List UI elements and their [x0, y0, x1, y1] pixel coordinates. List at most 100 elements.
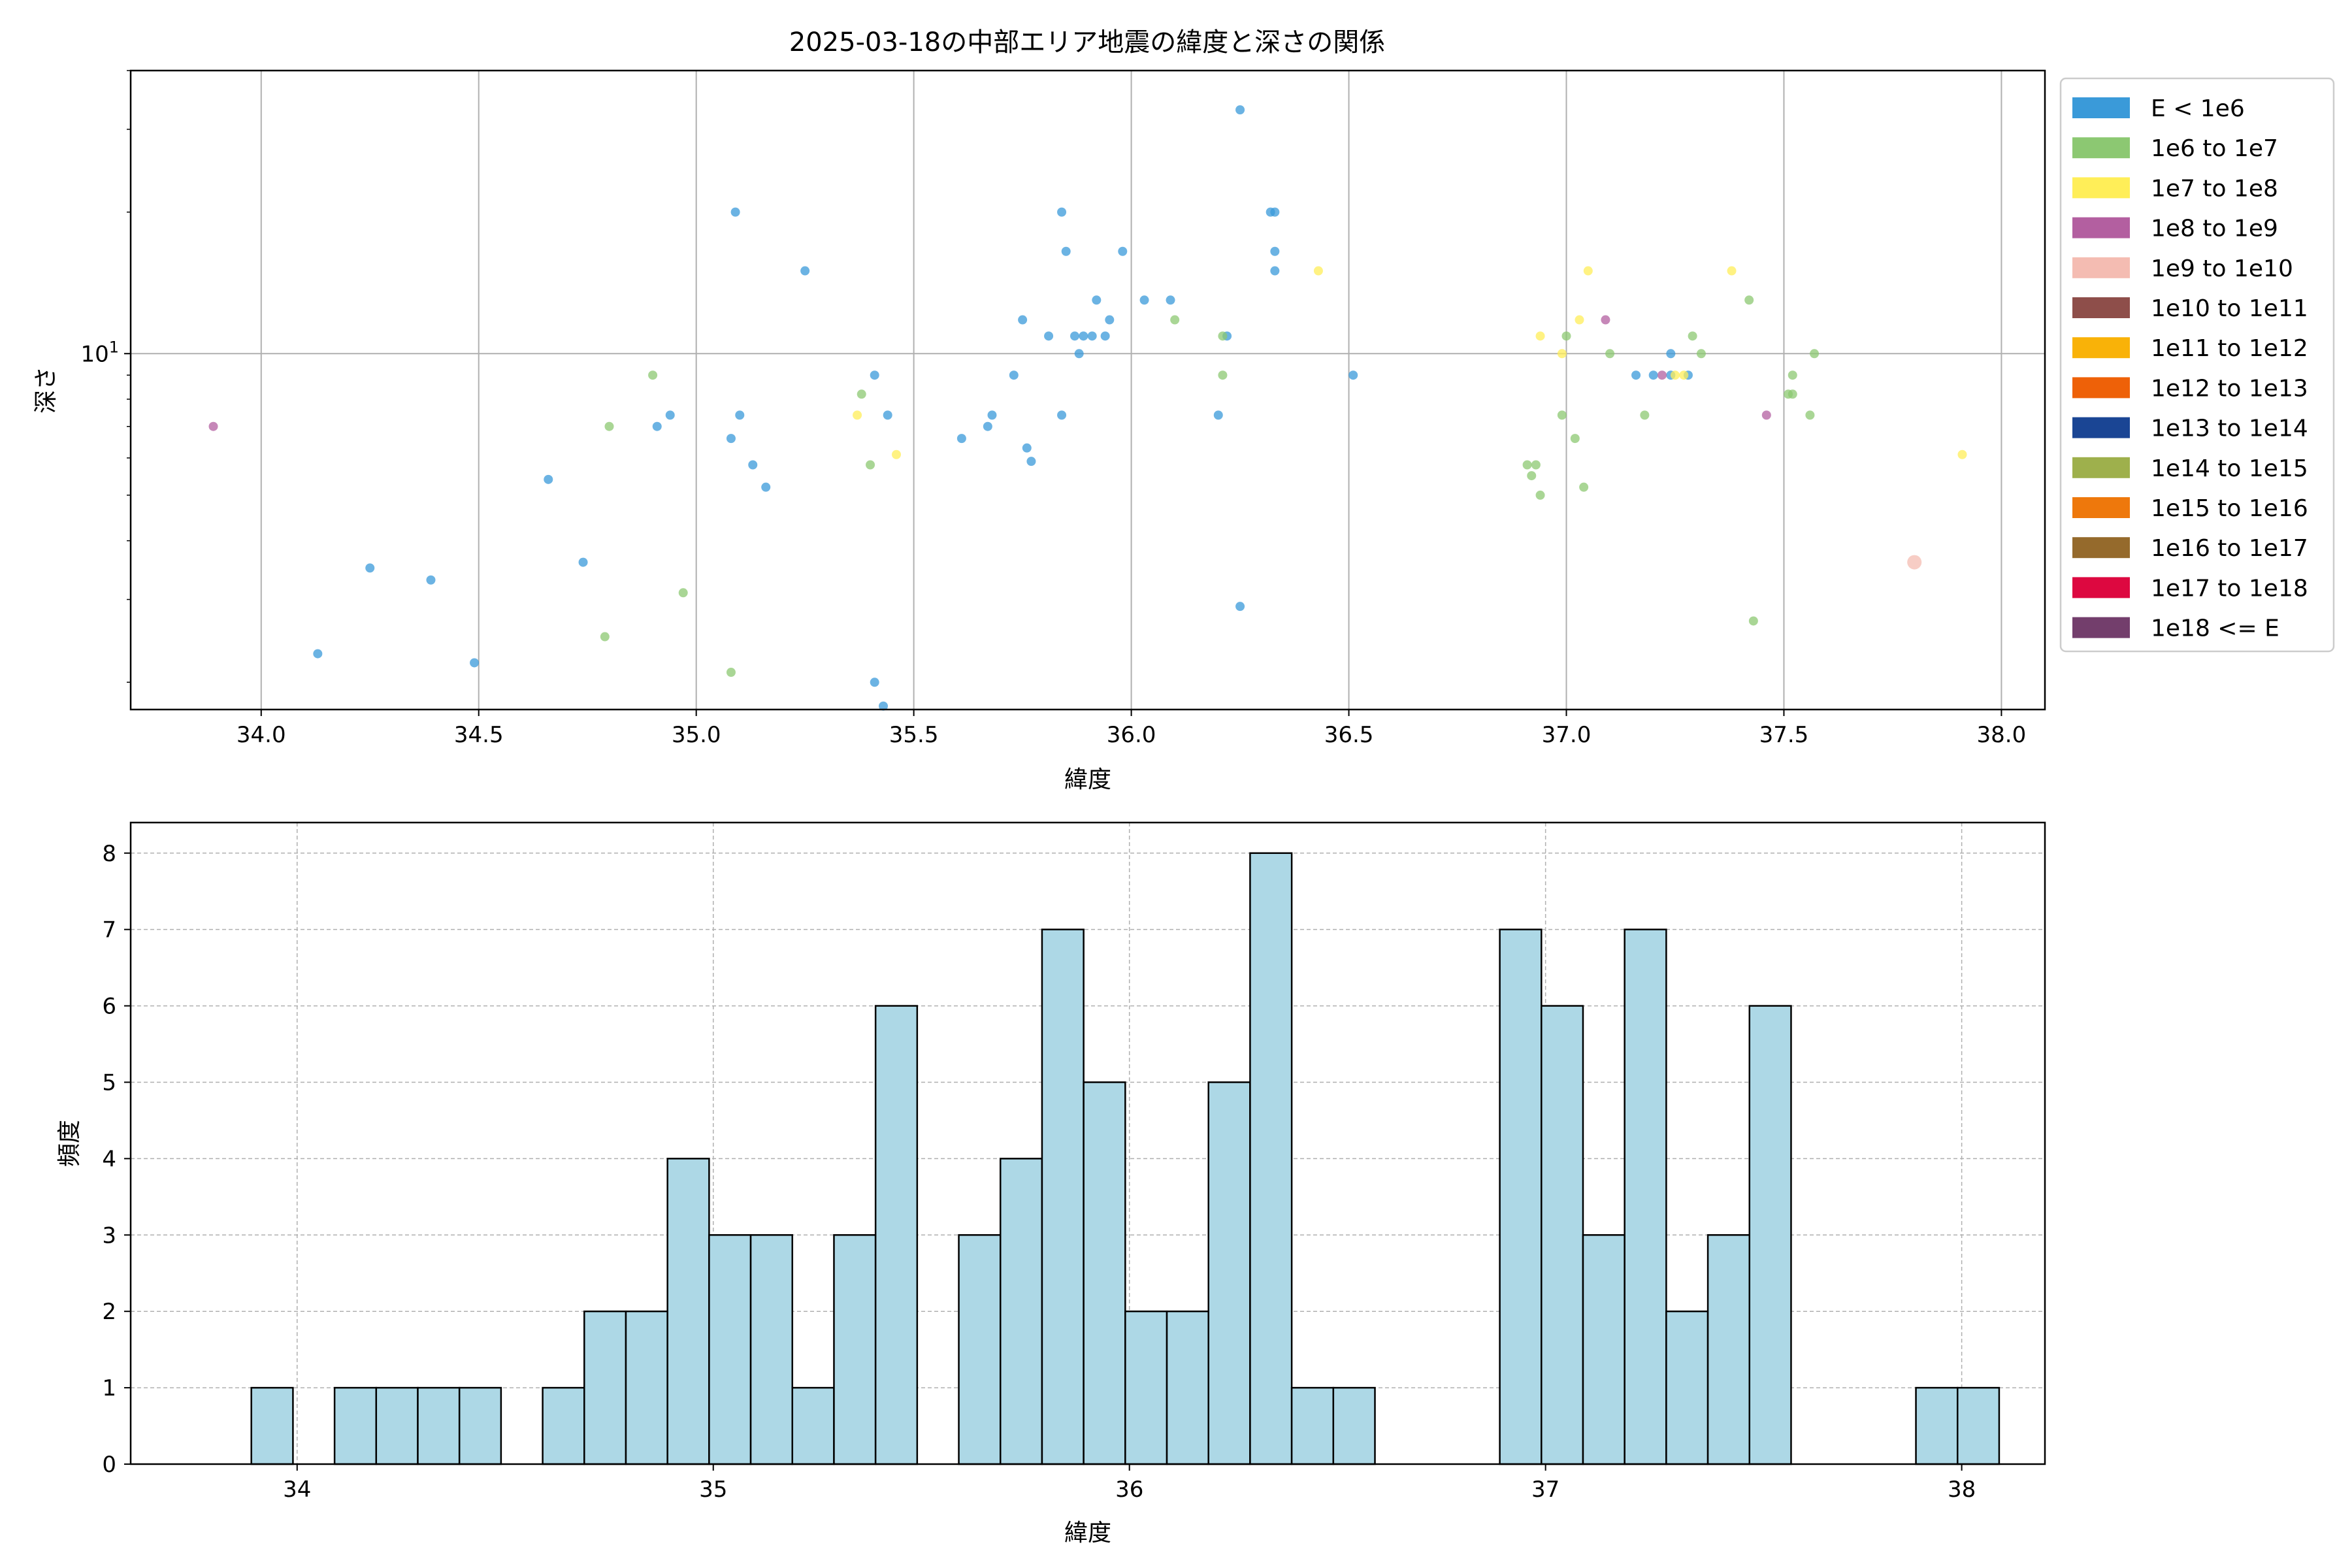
scatter-point: [870, 678, 879, 687]
histogram-x-tick-label: 38: [1948, 1477, 1976, 1503]
histogram-y-tick-label: 0: [102, 1452, 116, 1478]
legend-label: 1e6 to 1e7: [2151, 135, 2278, 162]
scatter-point: [800, 266, 810, 276]
scatter-point: [1218, 370, 1228, 380]
histogram-bar: [1166, 1310, 1209, 1465]
scatter-y-axis-label: 深さ: [33, 367, 59, 414]
scatter-x-tick-label: 37.0: [1542, 722, 1592, 748]
scatter-x-tick-label: 36.5: [1324, 722, 1374, 748]
scatter-point: [1805, 410, 1815, 420]
histogram-bar: [1290, 1386, 1335, 1465]
legend-swatch: [2072, 577, 2130, 598]
scatter-point: [1522, 460, 1532, 470]
scatter-point: [1788, 389, 1797, 399]
scatter-point: [1748, 616, 1758, 626]
scatter-point: [730, 207, 740, 217]
scatter-point: [1810, 349, 1820, 359]
histogram-bar: [1707, 1234, 1751, 1465]
scatter-x-tick-label: 35.5: [889, 722, 939, 748]
histogram-bar: [458, 1386, 502, 1465]
scatter-point: [1561, 331, 1571, 341]
scatter-point: [1218, 331, 1228, 341]
scatter-point: [665, 410, 675, 420]
histogram-y-tick-label: 6: [102, 994, 116, 1020]
scatter-point: [956, 434, 966, 444]
scatter-point: [1139, 295, 1149, 305]
legend-swatch: [2072, 257, 2130, 278]
legend-label: 1e14 to 1e15: [2151, 455, 2308, 482]
legend-swatch: [2072, 177, 2130, 199]
scatter-x-ticks: 34.0 34.5 35.0 35.5 36.0 36.5 37.0 37.5 38.0: [237, 710, 2026, 748]
histogram-bar: [1582, 1234, 1625, 1465]
histogram-bar: [708, 1234, 752, 1465]
scatter-x-tick-label: 35.0: [672, 722, 721, 748]
legend-swatch: [2072, 337, 2130, 359]
legend-label: 1e7 to 1e8: [2151, 175, 2278, 202]
legend-label: 1e10 to 1e11: [2151, 295, 2308, 322]
scatter-point: [1679, 370, 1689, 380]
legend-swatch: [2072, 137, 2130, 159]
legend-label: 1e18 <= E: [2151, 615, 2279, 642]
histogram-bar: [583, 1310, 627, 1465]
scatter-point: [1957, 449, 1967, 459]
histogram-bar: [1665, 1310, 1709, 1465]
scatter-x-tick-label: 38.0: [1977, 722, 2027, 748]
scatter-point: [1270, 246, 1280, 256]
histogram-bar: [1083, 1081, 1126, 1465]
scatter-point: [983, 421, 992, 431]
scatter-point: [1557, 410, 1567, 420]
scatter-point: [987, 410, 997, 420]
histogram-x-tick-label: 34: [283, 1477, 311, 1503]
histogram-bar: [375, 1386, 419, 1465]
legend: E < 1e6 1e6 to 1e7 1e7 to 1e8 1e8 to 1e9 1e9…: [2059, 77, 2335, 653]
histogram-bar: [417, 1386, 461, 1465]
scatter-point: [1348, 370, 1358, 380]
legend-label: 1e11 to 1e12: [2151, 335, 2308, 362]
scatter-point: [1727, 266, 1737, 276]
scatter-point: [1270, 207, 1280, 217]
histogram-y-tick-label: 1: [102, 1375, 116, 1401]
scatter-point: [1670, 370, 1680, 380]
scatter-point: [1166, 295, 1175, 305]
histogram-bar: [1499, 928, 1543, 1465]
scatter-point: [678, 588, 688, 598]
scatter-point: [1018, 315, 1028, 325]
histogram-x-axis-label: 緯度: [1064, 1520, 1111, 1546]
histogram-bar: [1541, 1005, 1584, 1465]
scatter-grid: [131, 71, 2045, 710]
scatter-point: [748, 460, 758, 470]
legend-swatch: [2072, 97, 2130, 118]
scatter-point: [1105, 315, 1115, 325]
legend-frame: [2059, 77, 2335, 653]
legend-swatch: [2072, 297, 2130, 318]
histogram-bar: [874, 1005, 919, 1465]
scatter-point: [1648, 370, 1658, 380]
histogram-bars: [250, 852, 2001, 1465]
scatter-point: [735, 410, 745, 420]
scatter-point: [853, 410, 862, 420]
scatter-point: [1601, 315, 1610, 325]
legend-swatch: [2072, 457, 2130, 478]
scatter-points: [208, 105, 1967, 711]
legend-label: 1e13 to 1e14: [2151, 416, 2308, 442]
scatter-point: [1092, 295, 1102, 305]
scatter-point: [1761, 410, 1771, 420]
histogram-bar: [1041, 928, 1085, 1465]
scatter-point: [1527, 471, 1537, 481]
scatter-point: [313, 649, 323, 659]
scatter-point: [1213, 410, 1223, 420]
scatter-point: [1688, 331, 1697, 341]
scatter-x-tick-label: 34.0: [237, 722, 286, 748]
scatter-point: [726, 668, 736, 678]
scatter-point: [1640, 410, 1650, 420]
legend-label: 1e12 to 1e13: [2151, 375, 2308, 402]
legend-label: 1e8 to 1e9: [2151, 216, 2278, 242]
histogram-x-tick-label: 35: [699, 1477, 727, 1503]
histogram-bar: [1124, 1310, 1168, 1465]
scatter-point: [1907, 555, 1922, 570]
scatter-point: [1026, 457, 1036, 466]
histogram-y-tick-label: 2: [102, 1299, 116, 1325]
scatter-point: [1744, 295, 1754, 305]
